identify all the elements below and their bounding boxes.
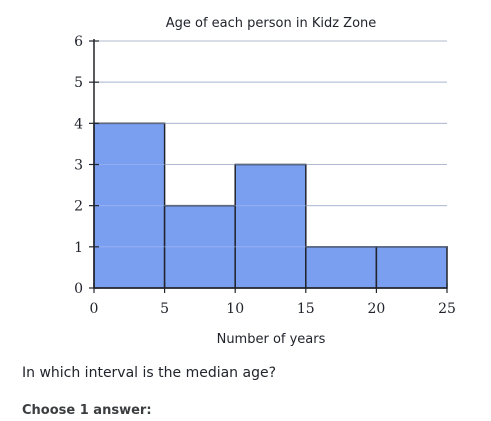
y-tick-label-0: 0 [74, 281, 83, 297]
x-tick-label-25: 25 [438, 301, 456, 317]
x-tick-label-10: 10 [226, 301, 244, 317]
x-tick-label-0: 0 [90, 301, 99, 317]
question-text: In which interval is the median age? [22, 365, 277, 381]
x-axis-label: Number of years [217, 332, 326, 347]
axes [89, 39, 448, 293]
bar-20-25 [375, 246, 448, 289]
x-tick-label-5: 5 [160, 301, 169, 317]
y-tick-label-4: 4 [74, 116, 83, 132]
y-tick-label-2: 2 [74, 199, 83, 215]
chart-title: Age of each person in Kidz Zone [166, 16, 377, 31]
y-tick-label-5: 5 [74, 75, 83, 91]
y-tick-label-6: 6 [74, 34, 83, 50]
choose-answer-label: Choose 1 answer: [22, 403, 152, 418]
tick-labels: 0 1 2 3 4 5 6 0 5 10 15 20 25 [74, 34, 456, 317]
y-tick-label-1: 1 [74, 240, 83, 256]
histogram-chart: Age of each person in Kidz Zone 01234560… [74, 16, 456, 347]
x-tick-label-20: 20 [367, 301, 385, 317]
y-tick-label-3: 3 [74, 158, 83, 174]
histogram-bars [93, 40, 448, 289]
x-tick-label-15: 15 [297, 301, 315, 317]
bar-10-15 [234, 163, 307, 289]
bar-15-20 [305, 246, 378, 289]
